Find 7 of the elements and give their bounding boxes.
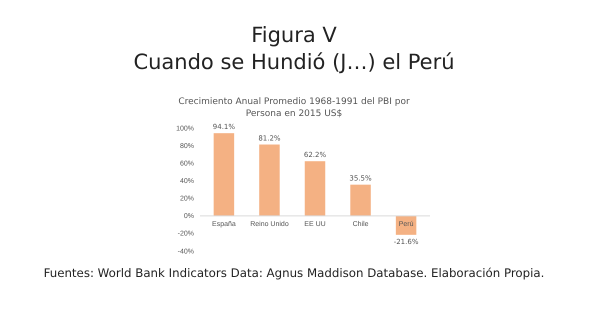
bar — [304, 161, 326, 216]
bar — [214, 133, 234, 216]
bar — [259, 144, 280, 216]
source-note: Fuentes: World Bank Indicators Data: Agnus Maddison Database. Elaboración Propia. — [44, 266, 544, 280]
chart-subtitle: Crecimiento Anual Promedio 1968-1991 del PBI por Persona en 2015 US$ — [178, 97, 410, 119]
chart-title: Figura V Cuando se Hundió (J…) el Perú — [133, 23, 455, 74]
bar — [350, 184, 371, 216]
